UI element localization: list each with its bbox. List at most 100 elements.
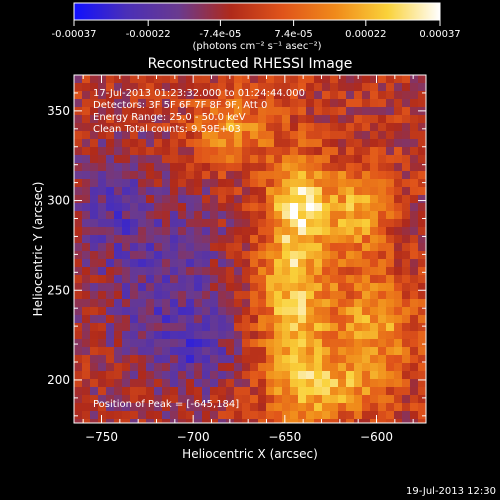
heatmap-cell <box>218 355 227 364</box>
heatmap-cell <box>186 299 195 308</box>
heatmap-cell <box>122 139 131 148</box>
heatmap-cell <box>394 379 403 388</box>
heatmap-cell <box>306 299 315 308</box>
heatmap-cell <box>354 259 363 268</box>
heatmap-cell <box>234 115 243 124</box>
heatmap-cell <box>170 331 179 340</box>
heatmap-cell <box>90 195 99 204</box>
heatmap-cell <box>162 355 171 364</box>
heatmap-cell <box>386 147 395 156</box>
heatmap-cell <box>90 75 99 84</box>
heatmap-cell <box>146 147 155 156</box>
heatmap-cell <box>154 163 163 172</box>
heatmap-cell <box>282 355 291 364</box>
heatmap-cell <box>122 299 131 308</box>
heatmap-cell <box>122 267 131 276</box>
heatmap-cell <box>386 379 395 388</box>
heatmap-cell <box>242 379 251 388</box>
heatmap-cell <box>266 219 275 228</box>
heatmap-cell <box>114 267 123 276</box>
heatmap-cell <box>146 91 155 100</box>
heatmap-cell <box>202 115 211 124</box>
heatmap-cell <box>274 99 283 108</box>
heatmap-cell <box>194 83 203 92</box>
heatmap-cell <box>74 363 83 372</box>
heatmap-cell <box>250 187 259 196</box>
heatmap-cell <box>234 91 243 100</box>
heatmap-cell <box>226 83 235 92</box>
heatmap-cell <box>82 163 91 172</box>
heatmap-cell <box>170 91 179 100</box>
heatmap-cell <box>162 75 171 84</box>
heatmap-cell <box>226 227 235 236</box>
heatmap-cell <box>282 339 291 348</box>
heatmap-cell <box>210 195 219 204</box>
heatmap-cell <box>258 275 267 284</box>
heatmap-cell <box>114 419 123 423</box>
footer-timestamp: 19-Jul-2013 12:30 <box>406 486 496 497</box>
heatmap-cell <box>114 75 123 84</box>
heatmap-cell <box>234 83 243 92</box>
heatmap-cell <box>306 203 315 212</box>
heatmap-cell <box>266 379 275 388</box>
heatmap-cell <box>234 419 243 423</box>
heatmap-cell <box>154 355 163 364</box>
heatmap-cell <box>138 371 147 380</box>
heatmap-cell <box>242 419 251 423</box>
heatmap-cell <box>154 299 163 308</box>
heatmap-cell <box>250 203 259 212</box>
heatmap-cell <box>98 131 107 140</box>
heatmap-cell <box>82 363 91 372</box>
heatmap-cell <box>90 155 99 164</box>
heatmap-cell <box>178 419 187 423</box>
heatmap-cell <box>330 331 339 340</box>
heatmap-cell <box>298 163 307 172</box>
heatmap-cell <box>290 227 299 236</box>
heatmap-cell <box>122 235 131 244</box>
heatmap-cell <box>186 283 195 292</box>
heatmap-cell <box>74 419 83 423</box>
heatmap-cell <box>202 363 211 372</box>
heatmap-cell <box>154 99 163 108</box>
heatmap-cell <box>74 291 83 300</box>
heatmap-cell <box>266 91 275 100</box>
heatmap-cell <box>314 403 323 412</box>
heatmap-cell <box>218 395 227 404</box>
heatmap-cell <box>90 235 99 244</box>
heatmap-cell <box>98 107 107 116</box>
heatmap-cell <box>290 387 299 396</box>
heatmap-cell <box>402 219 411 228</box>
heatmap-cell <box>130 299 139 308</box>
heatmap-cell <box>418 307 426 316</box>
heatmap-cell <box>130 211 139 220</box>
heatmap-cell <box>354 107 363 116</box>
heatmap-cell <box>90 315 99 324</box>
heatmap-cell <box>162 131 171 140</box>
heatmap-cell <box>370 379 379 388</box>
heatmap-cell <box>370 131 379 140</box>
heatmap-cell <box>154 323 163 332</box>
heatmap-cell <box>362 395 371 404</box>
heatmap-cell <box>330 283 339 292</box>
heatmap-cell <box>82 371 91 380</box>
heatmap-cell <box>338 163 347 172</box>
heatmap-cell <box>330 395 339 404</box>
heatmap-cell <box>386 155 395 164</box>
heatmap-cell <box>194 107 203 116</box>
heatmap-cell <box>210 179 219 188</box>
heatmap-cell <box>74 307 83 316</box>
heatmap-cell <box>282 275 291 284</box>
heatmap-cell <box>178 267 187 276</box>
heatmap-cell <box>138 251 147 260</box>
heatmap-cell <box>154 283 163 292</box>
heatmap-cell <box>354 211 363 220</box>
heatmap-cell <box>138 315 147 324</box>
heatmap-cell <box>98 299 107 308</box>
heatmap-cell <box>154 259 163 268</box>
heatmap-cell <box>82 387 91 396</box>
heatmap-cell <box>74 147 83 156</box>
heatmap-cell <box>106 363 115 372</box>
heatmap-cell <box>106 203 115 212</box>
heatmap-cell <box>234 211 243 220</box>
heatmap-cell <box>290 131 299 140</box>
